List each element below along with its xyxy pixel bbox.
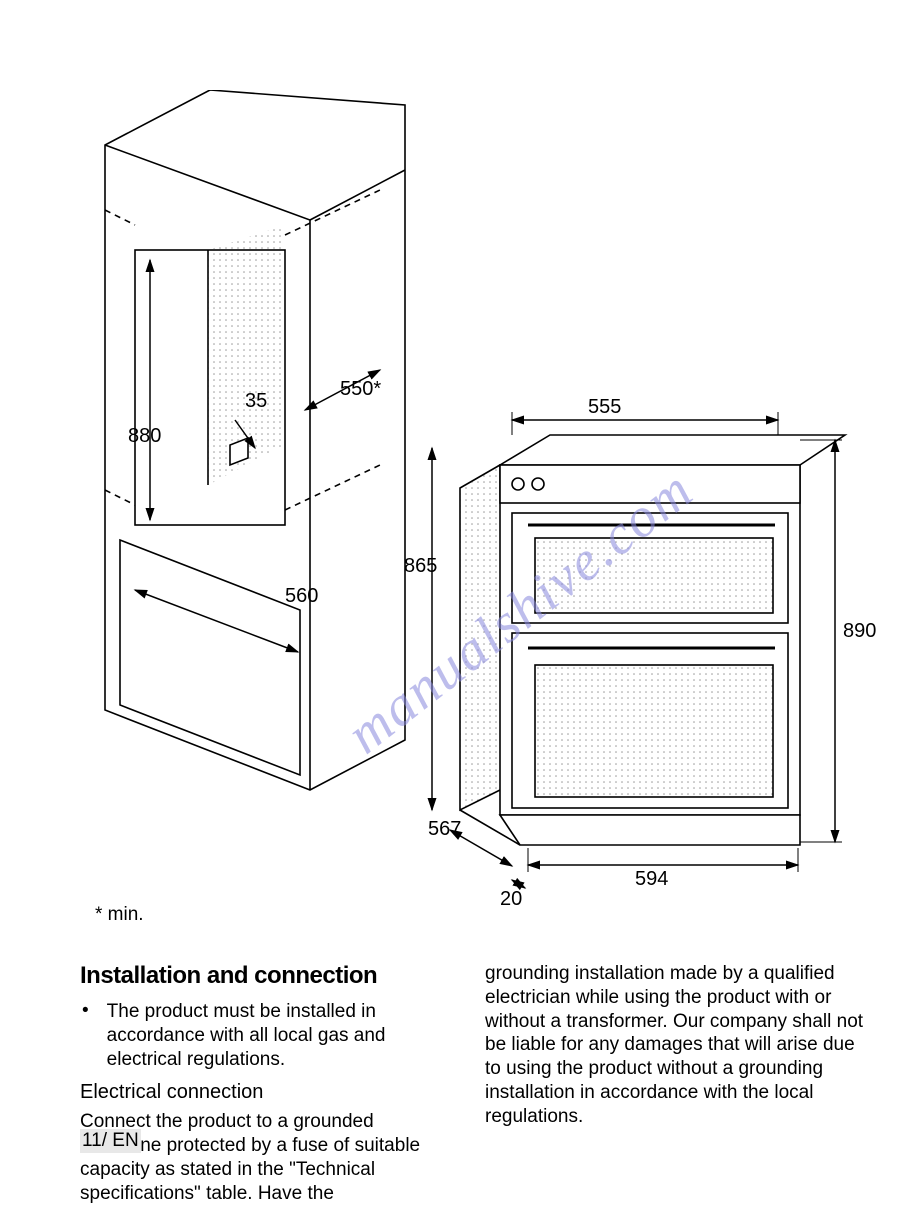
subheading: Electrical connection xyxy=(80,1081,455,1104)
dim-oven-body-height: 865 xyxy=(404,555,437,578)
right-column: grounding installation made by a qualifi… xyxy=(485,962,865,1205)
right-body: grounding installation made by a qualifi… xyxy=(485,962,865,1128)
page-container: 880 550* 35 560 555 865 890 567 594 20 m… xyxy=(0,0,918,1188)
dim-oven-front-width: 594 xyxy=(635,868,668,891)
text-columns: Installation and connection • The produc… xyxy=(80,962,868,1205)
dim-cabinet-width: 560 xyxy=(285,585,318,608)
dim-oven-full-height: 890 xyxy=(843,620,876,643)
diagram-svg xyxy=(80,90,870,900)
left-column: Installation and connection • The produc… xyxy=(80,962,455,1205)
dim-cabinet-depth: 550* xyxy=(340,378,381,401)
installation-diagram: 880 550* 35 560 555 865 890 567 594 20 m… xyxy=(80,90,870,900)
page-number: 11/ EN xyxy=(80,1129,141,1153)
bullet-item: • The product must be installed in accor… xyxy=(80,1000,455,1071)
asterisk-note: * min. xyxy=(95,904,868,926)
dim-cabinet-notch: 35 xyxy=(245,390,267,413)
bullet-text: The product must be installed in accorda… xyxy=(107,1000,455,1071)
dim-oven-depth: 567 xyxy=(428,818,461,841)
dim-oven-width: 555 xyxy=(588,396,621,419)
dim-cabinet-height: 880 xyxy=(128,425,161,448)
left-body: Connect the product to a grounded outlet… xyxy=(80,1110,455,1205)
dim-oven-offset: 20 xyxy=(500,888,522,911)
bullet-marker: • xyxy=(82,1000,89,1071)
section-heading: Installation and connection xyxy=(80,962,455,990)
